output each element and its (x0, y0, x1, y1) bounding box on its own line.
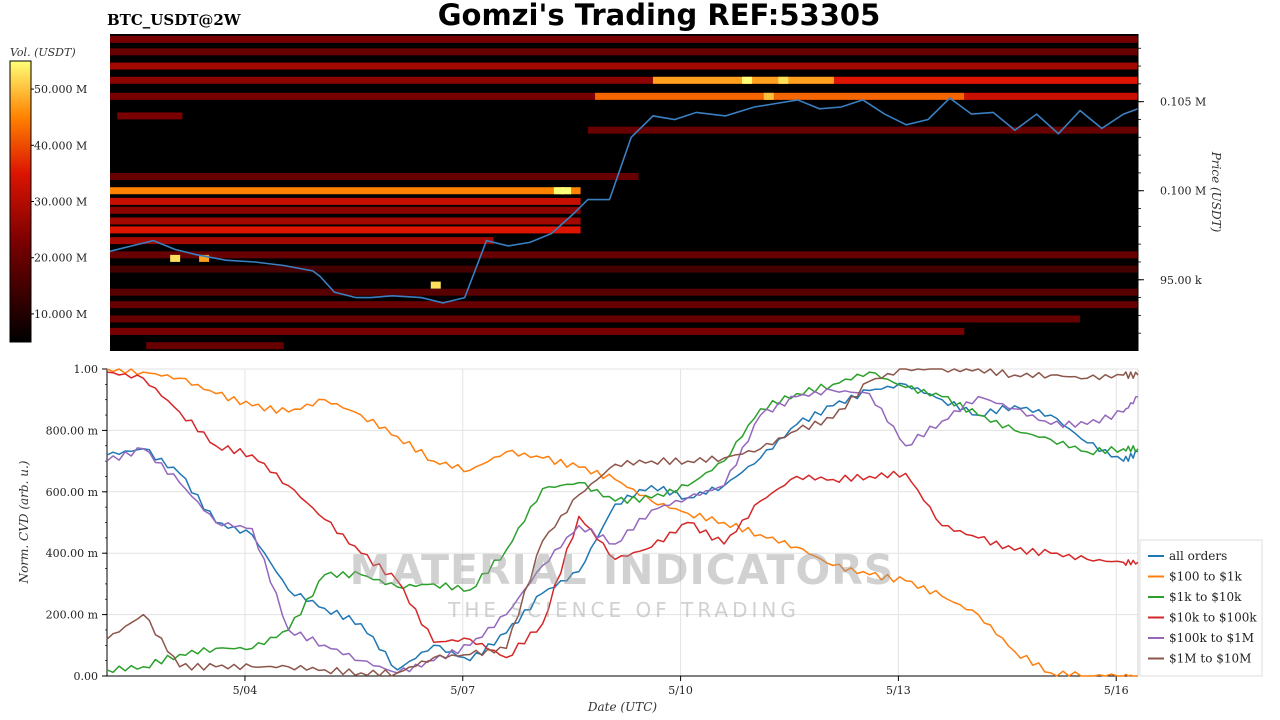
watermark: MATERIAL INDICATORS THE SCIENCE OF TRADI… (350, 546, 895, 622)
watermark-main: MATERIAL INDICATORS (350, 546, 895, 594)
legend-entry: $1k to $10k (1169, 590, 1242, 604)
cvd-y-tick-label: 0.00 (74, 670, 99, 683)
price-tick-label: 95.00 k (1160, 274, 1202, 287)
cvd-plot-area (107, 369, 1138, 676)
heatmap-band (833, 76, 1138, 84)
cvd-x-tick-label: 5/04 (233, 684, 258, 697)
heatmap-band (110, 76, 1138, 84)
legend-entry: $10k to $100k (1169, 611, 1257, 625)
heatmap-hotspot (430, 281, 441, 289)
heatmap-band (110, 251, 1138, 259)
heatmap-band (146, 342, 284, 350)
heatmap-panel: 95.00 k 0.100 M 0.105 M Price (USDT) (109, 34, 1223, 351)
heatmap-hotspot (742, 76, 753, 84)
cvd-y-tick-label: 1.00 (74, 363, 99, 376)
heatmap-band (595, 92, 965, 100)
heatmap-band (587, 126, 1138, 134)
cvd-y-tick-label: 200.00 m (46, 609, 99, 622)
heatmap-band (110, 217, 581, 225)
colorbar-tick-label: 10.000 M (34, 308, 87, 321)
cvd-series-line (106, 368, 1138, 677)
cvd-x-tick-label: 5/10 (668, 684, 693, 697)
heatmap-hotspot (778, 76, 789, 84)
colorbar-tick-label: 20.000 M (34, 252, 87, 265)
heatmap-hotspot (553, 187, 564, 195)
heatmap-band (110, 206, 581, 214)
heatmap-band (110, 35, 1138, 43)
cvd-y-axis-label: Norm. CVD (arb. u.) (17, 460, 31, 584)
heatmap-band (110, 301, 1138, 309)
cvd-series-line (106, 388, 1139, 674)
colorbar-tick-label: 50.000 M (34, 83, 87, 96)
heatmap-band (110, 315, 1081, 323)
heatmap-band (110, 62, 1138, 70)
cvd-x-axis-label: Date (UTC) (587, 700, 657, 714)
colorbar-label: Vol. (USDT) (10, 46, 76, 59)
cvd-y-tick-label: 800.00 m (46, 424, 99, 437)
legend-entry: $1M to $10M (1169, 652, 1251, 666)
cvd-legend: all orders $100 to $1k $1k to $10k $10k to … (1139, 539, 1263, 677)
heatmap-band (110, 327, 965, 335)
heatmap-band (110, 265, 1138, 273)
cvd-y-tick-label: 400.00 m (46, 547, 99, 560)
cvd-x-tick-label: 5/07 (450, 684, 475, 697)
heatmap-band (110, 288, 1138, 296)
heatmap-band (964, 92, 1138, 100)
colorbar-gradient (9, 60, 32, 343)
heatmap-band (110, 237, 494, 245)
cvd-panel: 0.00 200.00 m 400.00 m 600.00 m 800.00 m 1.00… (17, 363, 1139, 714)
legend-entry: all orders (1169, 549, 1227, 563)
heatmap-band (110, 187, 581, 195)
price-tick-label: 0.100 M (1160, 185, 1206, 198)
heatmap-hotspot (199, 254, 210, 262)
heatmap-band (110, 226, 581, 234)
colorbar-tick-label: 30.000 M (34, 196, 87, 209)
legend-entry: $100 to $1k (1169, 570, 1242, 584)
heatmap-band (117, 112, 183, 120)
cvd-series-line (106, 371, 1139, 659)
symbol-label: BTC_USDT@2W (107, 11, 242, 29)
heatmap-hotspot (763, 92, 774, 100)
cvd-series-line (106, 371, 1139, 674)
watermark-sub: THE SCIENCE OF TRADING (447, 598, 800, 622)
heatmap-band (110, 172, 639, 180)
chart-title: Gomzi's Trading REF:53305 (438, 0, 881, 32)
heatmap-band (110, 48, 1138, 56)
cvd-x-tick-label: 5/13 (886, 684, 911, 697)
price-axis-label: Price (USDT) (1209, 151, 1223, 233)
heatmap-hotspot (561, 187, 572, 195)
legend-box (1139, 539, 1263, 677)
colorbar-tick-label: 40.000 M (34, 139, 87, 152)
volume-colorbar: Vol. (USDT) 10.000 M 20.000 M 30.000 M 40.00… (9, 46, 87, 343)
heatmap-hotspot (170, 254, 181, 262)
cvd-x-tick-label: 5/16 (1104, 684, 1129, 697)
cvd-series-line (106, 368, 1139, 677)
legend-entry: $100k to $1M (1169, 631, 1254, 645)
price-tick-label: 0.105 M (1160, 96, 1206, 109)
heatmap-band (110, 197, 581, 205)
cvd-y-tick-label: 600.00 m (46, 486, 99, 499)
price-line (109, 97, 1139, 304)
